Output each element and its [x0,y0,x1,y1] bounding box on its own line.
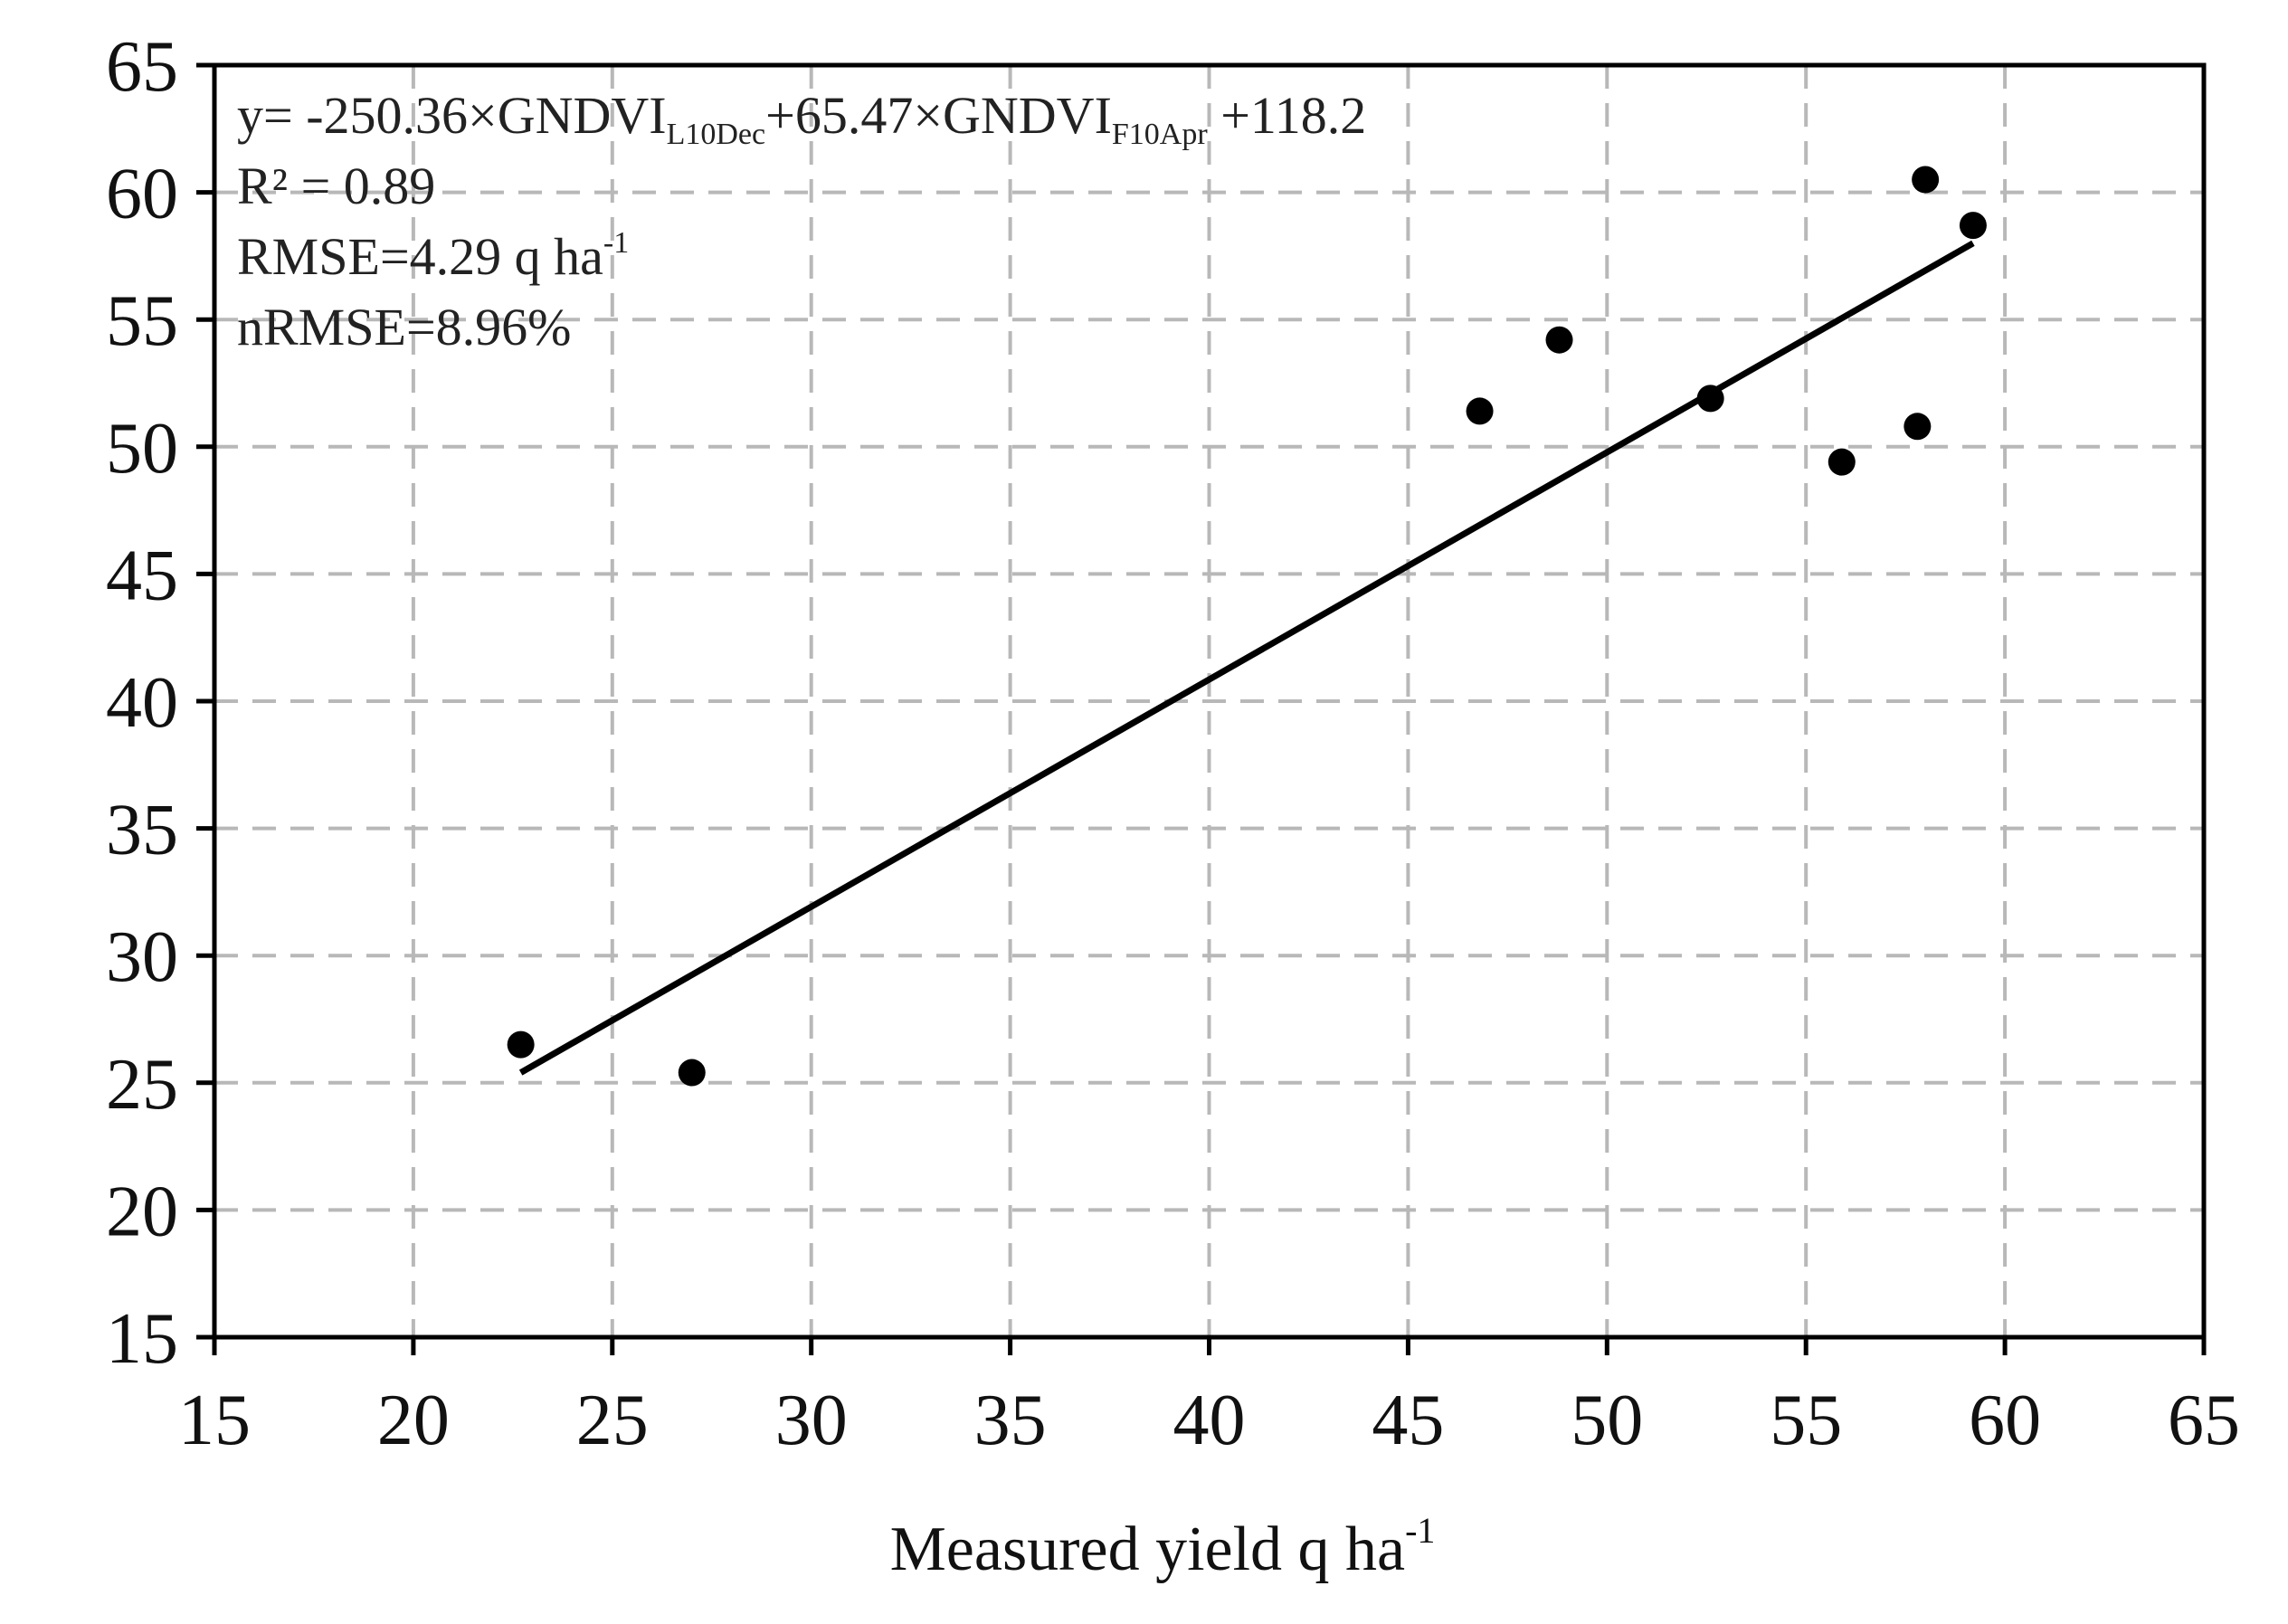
fit-line-group [518,240,1975,1076]
y-tick-label: 60 [106,155,178,234]
y-tick-label: 30 [106,917,178,997]
rmse-label: RMSE=4.29 q ha-1 [237,226,629,286]
data-point [1828,448,1856,476]
x-tick-label: 35 [974,1381,1047,1460]
x-tick-label: 65 [2168,1381,2240,1460]
axis-ticks [196,62,2207,1355]
equation-subscript-2: F10Apr [1112,118,1208,151]
regression-fit-line [518,240,1975,1076]
y-tick-label: 45 [106,536,178,615]
data-point [507,1030,535,1059]
x-tick-label: 45 [1372,1381,1444,1460]
y-tick-label: 20 [106,1172,178,1251]
data-point [1545,326,1573,354]
data-point [678,1059,706,1087]
x-tick-label: 50 [1571,1381,1643,1460]
grid-lines [214,65,2204,1337]
y-tick-labels: 15 20 25 30 35 40 45 50 55 60 65 [106,27,178,1379]
data-point [1912,166,1940,194]
x-tick-labels: 15 20 25 30 35 40 45 50 55 60 65 [178,1381,2240,1460]
x-axis-title: Measured yield q ha-1 [890,1510,1436,1584]
y-tick-label: 15 [106,1299,178,1379]
data-point [1959,212,1987,240]
data-point [1696,385,1724,413]
r-squared-label: R² = 0.89 [237,157,435,215]
y-tick-label: 25 [106,1045,178,1125]
annotation-box: y= -250.36×GNDVIL10Dec+65.47×GNDVIF10Apr… [237,86,1366,356]
equation-subscript-1: L10Dec [667,118,766,151]
y-tick-label: 40 [106,663,178,743]
x-tick-label: 25 [576,1381,649,1460]
data-point [1466,397,1494,425]
rmse-superscript: -1 [603,226,629,260]
x-tick-label: 15 [178,1381,251,1460]
y-tick-label: 35 [106,791,178,870]
y-tick-label: 55 [106,281,178,361]
y-tick-label: 65 [106,27,178,107]
x-tick-label: 40 [1173,1381,1246,1460]
data-point [1904,413,1932,441]
x-tick-label: 20 [377,1381,450,1460]
x-tick-label: 60 [1969,1381,2041,1460]
x-axis-title-superscript: -1 [1405,1510,1435,1551]
x-tick-label: 55 [1770,1381,1842,1460]
data-points [507,166,1987,1087]
x-tick-label: 30 [775,1381,848,1460]
regression-equation: y= -250.36×GNDVIL10Dec+65.47×GNDVIF10Apr… [237,86,1366,151]
nrmse-label: nRMSE=8.96% [237,298,571,356]
y-tick-label: 50 [106,409,178,489]
